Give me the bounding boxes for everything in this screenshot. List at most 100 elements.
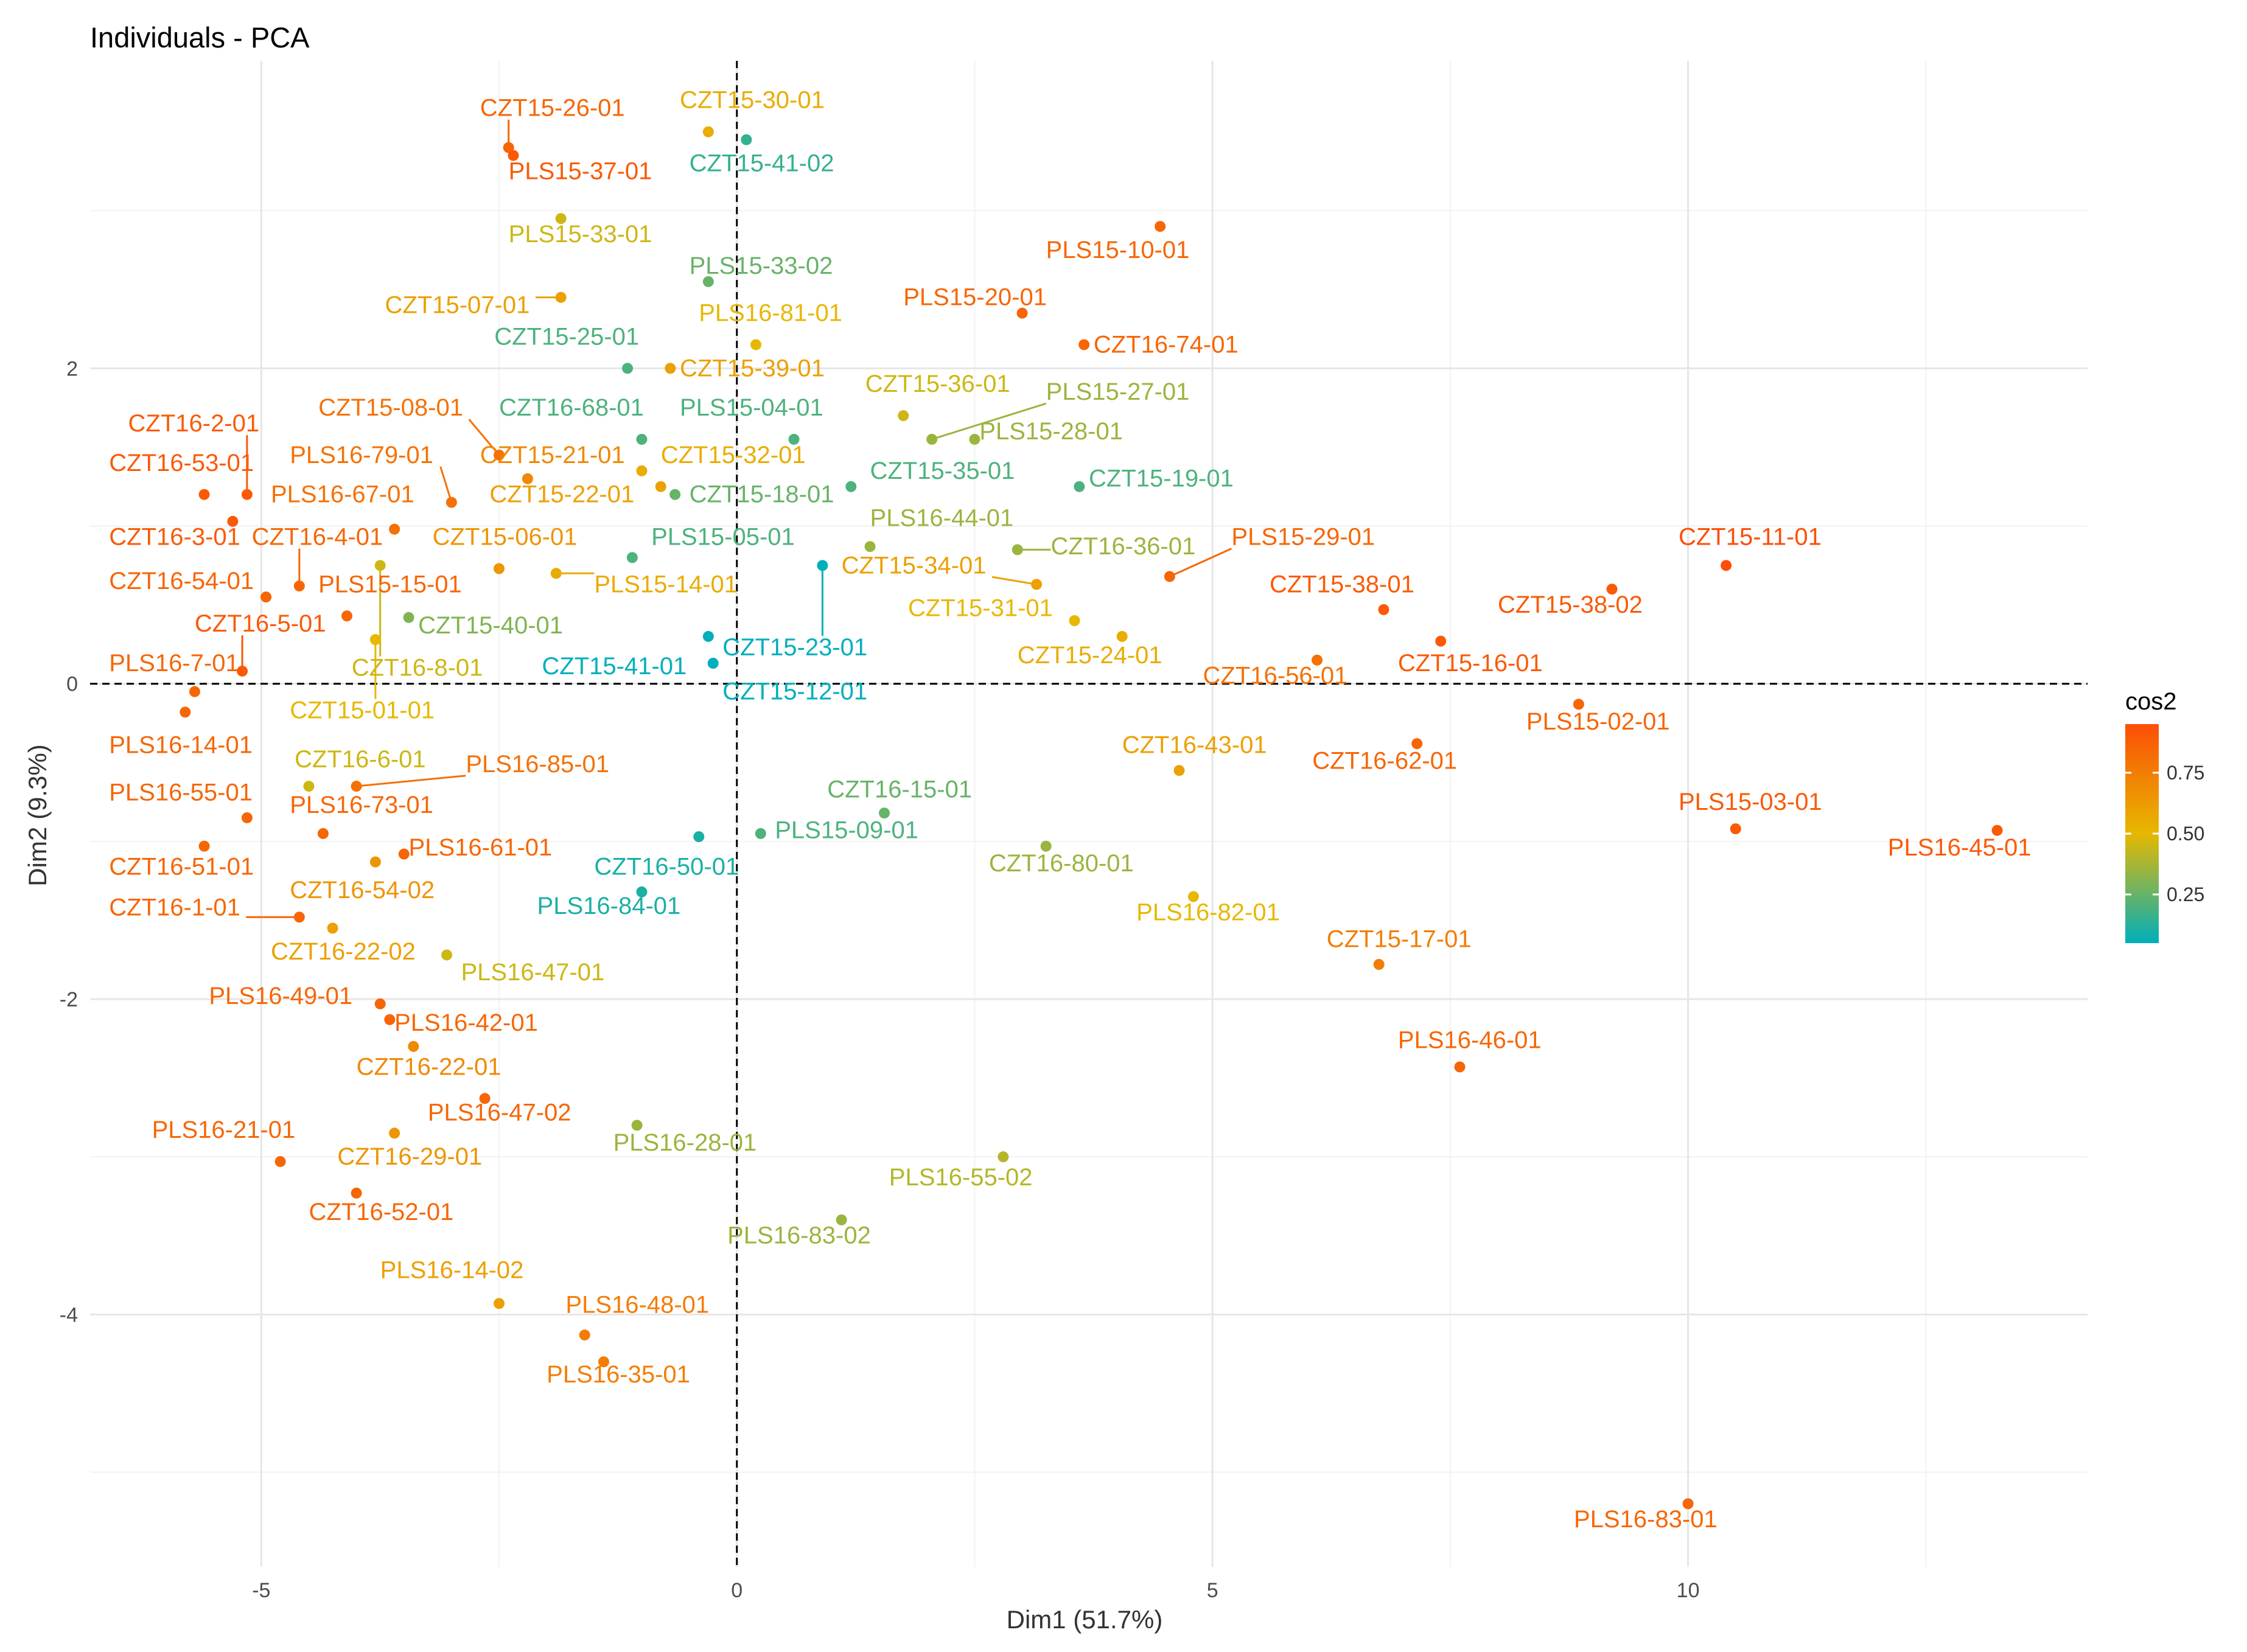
- data-point: [702, 630, 714, 642]
- data-point: [180, 706, 191, 718]
- point-label: CZT15-25-01: [494, 323, 639, 350]
- data-point: [274, 1155, 286, 1167]
- point-label: CZT15-30-01: [680, 87, 825, 114]
- data-point: [374, 998, 386, 1009]
- point-label: PLS15-15-01: [318, 571, 462, 598]
- point-label: PLS16-82-01: [1136, 899, 1280, 925]
- point-label: CZT16-56-01: [1203, 663, 1348, 689]
- point-label: CZT16-5-01: [195, 610, 326, 637]
- point-label: CZT15-21-01: [480, 442, 625, 469]
- data-point: [707, 658, 719, 669]
- data-point: [341, 610, 352, 622]
- point-label: CZT16-15-01: [827, 776, 972, 803]
- data-point: [998, 1151, 1009, 1163]
- point-label: PLS16-35-01: [547, 1361, 690, 1388]
- point-label: CZT15-11-01: [1679, 524, 1822, 551]
- legend-tick-label: 0.75: [2167, 762, 2204, 784]
- data-point: [1435, 635, 1447, 647]
- point-label: PLS15-37-01: [509, 158, 652, 184]
- data-point: [403, 612, 414, 623]
- data-points: [180, 126, 2003, 1510]
- point-label: PLS15-14-01: [594, 571, 738, 598]
- point-label: CZT15-39-01: [680, 355, 825, 382]
- data-point: [550, 568, 562, 579]
- data-point: [1454, 1061, 1466, 1073]
- data-point: [446, 497, 457, 508]
- data-point: [665, 363, 676, 374]
- point-label: CZT15-17-01: [1327, 925, 1472, 952]
- data-point: [303, 781, 315, 792]
- point-label: PLS16-28-01: [613, 1129, 757, 1156]
- data-point: [755, 828, 766, 839]
- point-label: CZT16-4-01: [252, 524, 383, 551]
- data-point: [1187, 891, 1199, 902]
- data-point: [1411, 738, 1423, 750]
- point-label: CZT15-34-01: [842, 552, 987, 579]
- legend-tick-label: 0.50: [2167, 823, 2204, 845]
- point-label: CZT15-16-01: [1398, 650, 1543, 677]
- point-label: CZT16-74-01: [1094, 331, 1239, 358]
- data-point: [384, 1014, 396, 1025]
- point-label: CZT16-22-02: [271, 938, 416, 965]
- data-point: [198, 489, 210, 500]
- point-label: CZT15-40-01: [418, 612, 563, 639]
- point-label: PLS15-33-01: [509, 221, 652, 248]
- data-point: [636, 886, 648, 897]
- point-label: CZT15-41-02: [690, 150, 834, 176]
- point-label: PLS15-09-01: [775, 817, 918, 844]
- data-point: [503, 142, 514, 153]
- point-label: CZT16-1-01: [109, 894, 240, 921]
- point-label: CZT15-19-01: [1089, 465, 1234, 492]
- data-point: [636, 465, 648, 476]
- point-label: CZT16-3-01: [109, 524, 240, 551]
- data-point: [598, 1356, 609, 1368]
- data-point: [494, 1298, 505, 1309]
- data-point: [898, 410, 909, 422]
- y-axis-title: Dim2 (9.3%): [23, 744, 52, 886]
- data-point: [389, 523, 400, 535]
- grid-layer: [90, 61, 2088, 1567]
- data-point: [836, 1214, 847, 1225]
- data-point: [1991, 824, 2003, 836]
- point-label: CZT15-12-01: [722, 678, 867, 705]
- data-point: [626, 552, 638, 563]
- point-label: CZT16-8-01: [352, 655, 483, 681]
- data-point: [1116, 630, 1128, 642]
- point-label: PLS16-67-01: [271, 481, 414, 508]
- point-label: CZT16-22-01: [357, 1053, 501, 1080]
- point-label: PLS16-14-01: [109, 732, 253, 759]
- point-label: PLS16-42-01: [394, 1009, 538, 1036]
- data-point: [788, 433, 800, 445]
- point-label: CZT15-26-01: [480, 95, 625, 122]
- point-label: CZT16-36-01: [1050, 533, 1195, 560]
- point-label: CZT16-2-01: [128, 410, 260, 437]
- point-label: CZT15-38-02: [1498, 591, 1643, 618]
- data-point: [1173, 765, 1185, 776]
- point-label: CZT15-06-01: [433, 524, 578, 551]
- point-label: PLS16-84-01: [537, 893, 681, 919]
- data-point: [636, 433, 648, 445]
- point-label: CZT16-68-01: [499, 394, 644, 421]
- data-point: [494, 563, 505, 574]
- point-label: CZT15-18-01: [690, 481, 834, 508]
- data-point: [389, 1127, 400, 1139]
- point-label: PLS16-47-01: [461, 959, 605, 986]
- point-label: PLS16-73-01: [290, 792, 433, 818]
- label-connector: [439, 466, 453, 503]
- data-point: [522, 473, 533, 484]
- data-point: [327, 922, 338, 934]
- data-point: [408, 1040, 419, 1052]
- x-tick-label: 10: [1677, 1579, 1700, 1602]
- chart-title: Individuals - PCA: [90, 21, 310, 54]
- label-connector: [1169, 548, 1232, 577]
- x-tick-label: 5: [1207, 1579, 1218, 1602]
- point-label: CZT16-54-01: [109, 568, 254, 594]
- data-point: [369, 856, 381, 868]
- point-label: PLS16-61-01: [409, 834, 553, 861]
- y-tick-label: 0: [66, 673, 78, 696]
- point-label: PLS16-55-02: [889, 1164, 1033, 1191]
- point-label: PLS16-46-01: [1398, 1026, 1542, 1053]
- data-point: [1682, 1498, 1694, 1510]
- y-tick-label: -4: [60, 1303, 78, 1326]
